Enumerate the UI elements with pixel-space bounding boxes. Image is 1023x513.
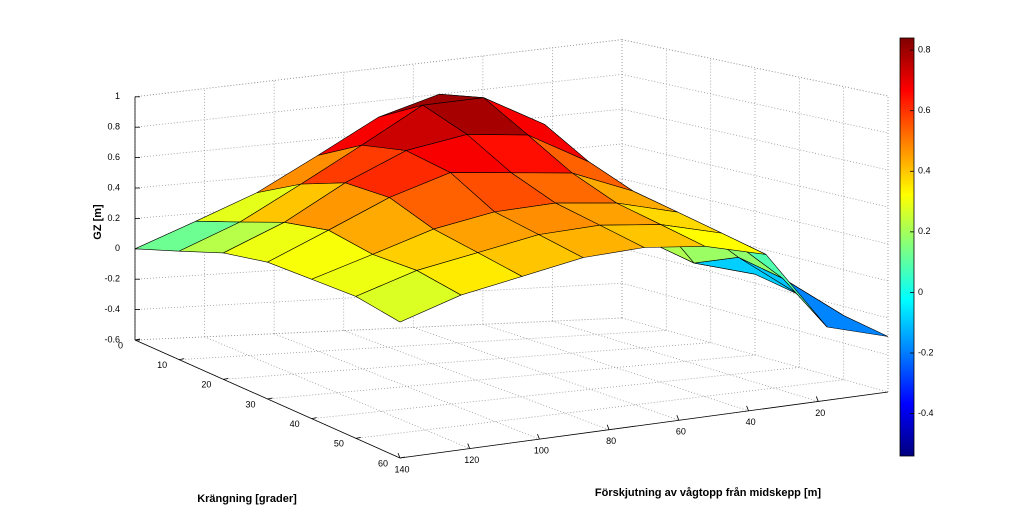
x-tick — [267, 397, 273, 400]
x-tick — [134, 338, 141, 341]
z-tick-label: -0.2 — [104, 274, 120, 284]
x-tick-label: 60 — [378, 458, 388, 468]
box-edge — [621, 39, 889, 97]
y-tick — [467, 443, 471, 449]
grid-line — [621, 248, 889, 319]
grid-line — [273, 333, 540, 440]
z-tick-label: 0.2 — [107, 213, 120, 223]
y-axis-label: Förskjutning av vågtopp från midskepp [m… — [595, 487, 821, 499]
y-tick-label: 60 — [676, 427, 686, 437]
colorbar-tick-label: -0.2 — [918, 347, 934, 357]
colorbar-tick-label: 0.8 — [918, 44, 931, 54]
grid-line — [621, 178, 889, 245]
z-tick-label: -0.6 — [104, 334, 120, 344]
x-tick-label: 30 — [245, 399, 255, 409]
colorbar — [899, 37, 915, 457]
y-tick-label: 120 — [464, 455, 479, 465]
grid-line — [343, 330, 610, 431]
y-tick-label: 80 — [606, 436, 616, 446]
y-tick-label: 40 — [746, 417, 756, 427]
y-tick — [815, 396, 819, 402]
z-tick-label: 0 — [115, 243, 120, 253]
x-axis-label: Krängning [grader] — [197, 493, 297, 505]
y-tick — [606, 424, 610, 430]
colorbar-tick-label: 0 — [918, 287, 923, 297]
y-tick — [676, 415, 680, 421]
y-tick — [397, 452, 401, 459]
grid-line — [621, 282, 889, 356]
x-tick-label: 0 — [118, 340, 123, 350]
box-edge — [134, 39, 623, 98]
grid-line — [621, 143, 889, 208]
z-tick-label: 0.8 — [107, 122, 120, 132]
colorbar-tick-label: 0.6 — [918, 105, 931, 115]
y-tick-label: 140 — [394, 464, 409, 474]
grid-line — [134, 108, 623, 158]
grid-line — [267, 354, 756, 400]
axis-line — [399, 391, 889, 459]
colorbar-tick-label: -0.4 — [918, 408, 934, 418]
colorbar-tick-label: 0.4 — [918, 166, 931, 176]
x-tick-label: 20 — [201, 380, 211, 390]
x-tick-label: 40 — [290, 419, 300, 429]
z-tick-label: -0.4 — [104, 304, 120, 314]
grid-line — [134, 143, 623, 189]
z-tick-label: 0.6 — [107, 152, 120, 162]
y-tick — [746, 405, 749, 412]
grid-line — [311, 366, 800, 420]
x-tick-label: 50 — [334, 439, 344, 449]
x-tick-label: 10 — [157, 360, 167, 370]
grid-line — [134, 317, 623, 341]
colorbar-tick-label: 0.2 — [918, 226, 931, 236]
grid-line — [223, 342, 711, 380]
z-axis-label: GZ [m] — [92, 204, 104, 240]
surface-patch — [355, 270, 462, 323]
z-tick-label: 1 — [115, 91, 120, 101]
x-tick — [399, 456, 406, 459]
grid-line — [621, 108, 889, 171]
x-tick — [179, 358, 185, 361]
z-tick-label: 0.4 — [107, 182, 120, 192]
y-tick-label: 100 — [534, 446, 549, 456]
y-tick — [537, 433, 540, 440]
x-tick — [311, 417, 317, 420]
x-tick — [355, 436, 361, 439]
y-tick-label: 20 — [815, 408, 825, 418]
grid-line — [134, 74, 623, 128]
grid-line — [552, 320, 819, 402]
grid-line — [355, 379, 844, 439]
grid-line — [179, 329, 667, 361]
grid-line — [413, 327, 679, 421]
x-tick — [223, 377, 229, 380]
